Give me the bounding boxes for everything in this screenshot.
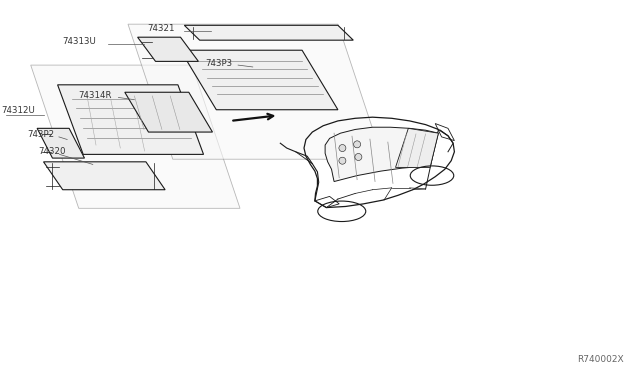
Circle shape bbox=[354, 141, 360, 148]
Text: 74320: 74320 bbox=[38, 147, 66, 156]
Polygon shape bbox=[44, 162, 165, 190]
Circle shape bbox=[355, 154, 362, 160]
Polygon shape bbox=[184, 25, 353, 40]
Polygon shape bbox=[31, 65, 240, 208]
Polygon shape bbox=[128, 24, 383, 159]
Text: 743P2: 743P2 bbox=[27, 130, 54, 139]
Polygon shape bbox=[325, 127, 438, 182]
Text: 74312U: 74312U bbox=[1, 106, 35, 115]
Text: 74314R: 74314R bbox=[78, 92, 111, 100]
Polygon shape bbox=[138, 37, 198, 61]
Text: R740002X: R740002X bbox=[577, 355, 624, 364]
Polygon shape bbox=[180, 50, 338, 110]
Text: 74313U: 74313U bbox=[63, 37, 97, 46]
Circle shape bbox=[339, 157, 346, 164]
Polygon shape bbox=[396, 128, 438, 167]
Text: 743P3: 743P3 bbox=[205, 59, 232, 68]
Circle shape bbox=[339, 145, 346, 151]
Polygon shape bbox=[37, 128, 84, 158]
Polygon shape bbox=[58, 85, 204, 154]
Text: 74321: 74321 bbox=[147, 24, 175, 33]
Polygon shape bbox=[125, 92, 212, 132]
